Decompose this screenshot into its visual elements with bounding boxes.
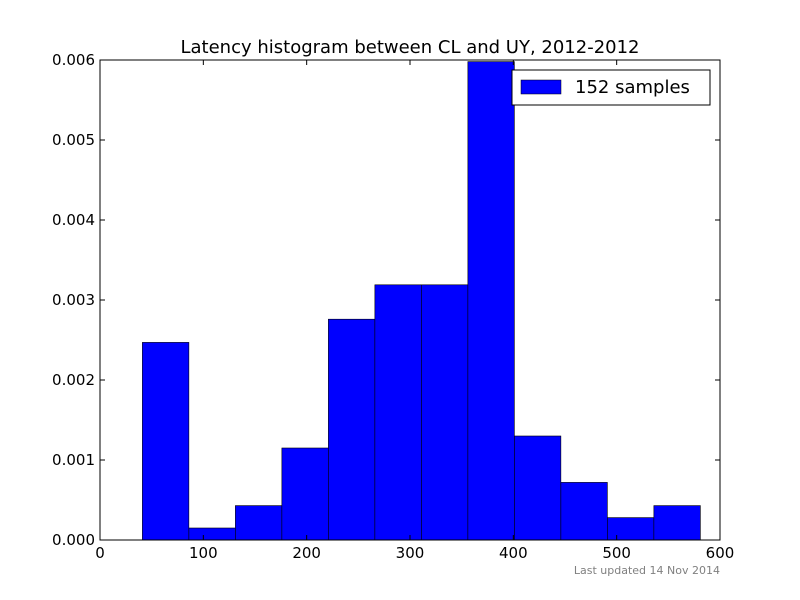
histogram-bar bbox=[653, 505, 701, 541]
histogram-bar bbox=[235, 505, 283, 541]
histogram-bar bbox=[328, 318, 376, 541]
histogram-bar bbox=[281, 447, 329, 541]
histogram-bar bbox=[142, 342, 190, 541]
x-tick-label: 200 bbox=[292, 544, 321, 562]
histogram-bar bbox=[514, 435, 562, 541]
legend-label: 152 samples bbox=[575, 77, 690, 98]
histogram-bar bbox=[374, 284, 422, 541]
histogram-bar bbox=[607, 517, 655, 541]
y-tick-label: 0.000 bbox=[52, 531, 95, 549]
histogram-bar bbox=[421, 284, 469, 541]
legend-swatch bbox=[520, 79, 562, 95]
bars-layer bbox=[142, 61, 701, 541]
y-tick-label: 0.006 bbox=[52, 51, 95, 69]
last-updated-note: Last updated 14 Nov 2014 bbox=[574, 564, 720, 577]
histogram-bar bbox=[467, 61, 515, 541]
x-tick-label: 100 bbox=[189, 544, 218, 562]
y-tick-label: 0.003 bbox=[52, 291, 95, 309]
chart-title: Latency histogram between CL and UY, 201… bbox=[180, 37, 639, 58]
x-tick-label: 300 bbox=[396, 544, 425, 562]
axes-layer: 0 100 200 300 400 500 600 0.000 0.001 0.002 0.003 0… bbox=[52, 51, 734, 562]
legend: 152 samples bbox=[511, 69, 711, 106]
x-tick-label: 0 bbox=[95, 544, 105, 562]
x-tick-label: 400 bbox=[499, 544, 528, 562]
x-tick-label: 600 bbox=[706, 544, 735, 562]
histogram-bar bbox=[188, 527, 236, 541]
histogram-bar bbox=[560, 482, 608, 541]
y-tick-label: 0.005 bbox=[52, 131, 95, 149]
y-tick-label: 0.004 bbox=[52, 211, 95, 229]
x-tick-label: 500 bbox=[602, 544, 631, 562]
y-tick-label: 0.001 bbox=[52, 451, 95, 469]
y-tick-label: 0.002 bbox=[52, 371, 95, 389]
